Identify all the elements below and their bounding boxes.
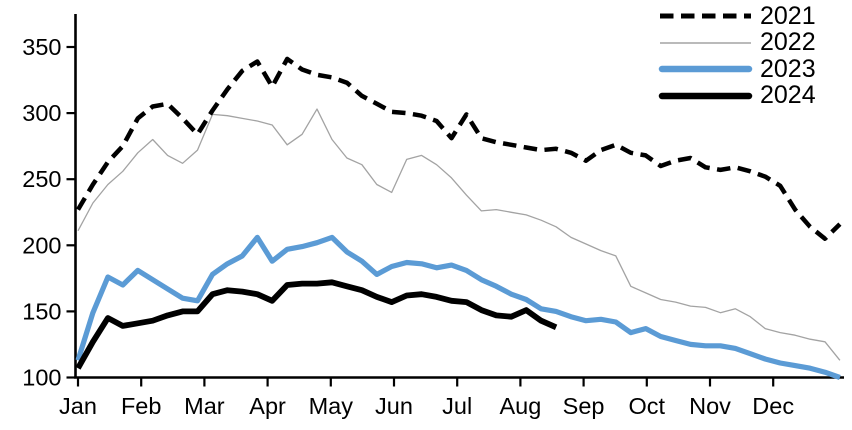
x-tick-label: Aug <box>499 393 541 419</box>
x-tick-label: Feb <box>121 393 162 419</box>
x-tick-label: May <box>309 393 354 419</box>
y-tick-label: 250 <box>22 166 61 192</box>
legend-label-2024: 2024 <box>760 81 816 110</box>
chart-legend: 2021 2022 2023 2024 <box>658 3 816 109</box>
legend-label-2023: 2023 <box>760 54 816 83</box>
y-tick-label: 100 <box>22 365 61 391</box>
legend-item-2021: 2021 <box>658 3 816 30</box>
legend-label-2021: 2021 <box>760 1 816 30</box>
series-line-2023 <box>75 234 841 380</box>
y-tick-label: 300 <box>22 100 61 126</box>
legend-line-blue-icon <box>658 66 753 73</box>
series-line-2021 <box>76 56 842 241</box>
x-tick-label: Dec <box>752 393 794 419</box>
x-tick-label: Jan <box>59 393 97 419</box>
legend-line-thin-icon <box>660 42 751 44</box>
legend-item-2023: 2023 <box>658 56 816 83</box>
y-tick-label: 350 <box>22 34 61 60</box>
x-tick-label: Oct <box>629 393 666 419</box>
y-tick-label: 200 <box>22 232 61 258</box>
series-line-2024 <box>75 279 558 370</box>
legend-item-2022: 2022 <box>658 30 816 57</box>
x-tick-label: Jun <box>375 393 413 419</box>
x-tick-label: Jul <box>442 393 472 419</box>
x-tick-label: Sep <box>563 393 605 419</box>
legend-line-black-icon <box>658 92 753 99</box>
legend-line-dashed-icon <box>660 13 751 19</box>
legend-item-2024: 2024 <box>658 83 816 110</box>
y-tick-label: 150 <box>22 298 61 324</box>
x-tick-label: Apr <box>249 393 286 419</box>
legend-label-2022: 2022 <box>760 28 816 57</box>
series-line-2022 <box>77 108 841 361</box>
x-tick-label: Nov <box>689 393 731 419</box>
x-tick-label: Mar <box>184 393 225 419</box>
